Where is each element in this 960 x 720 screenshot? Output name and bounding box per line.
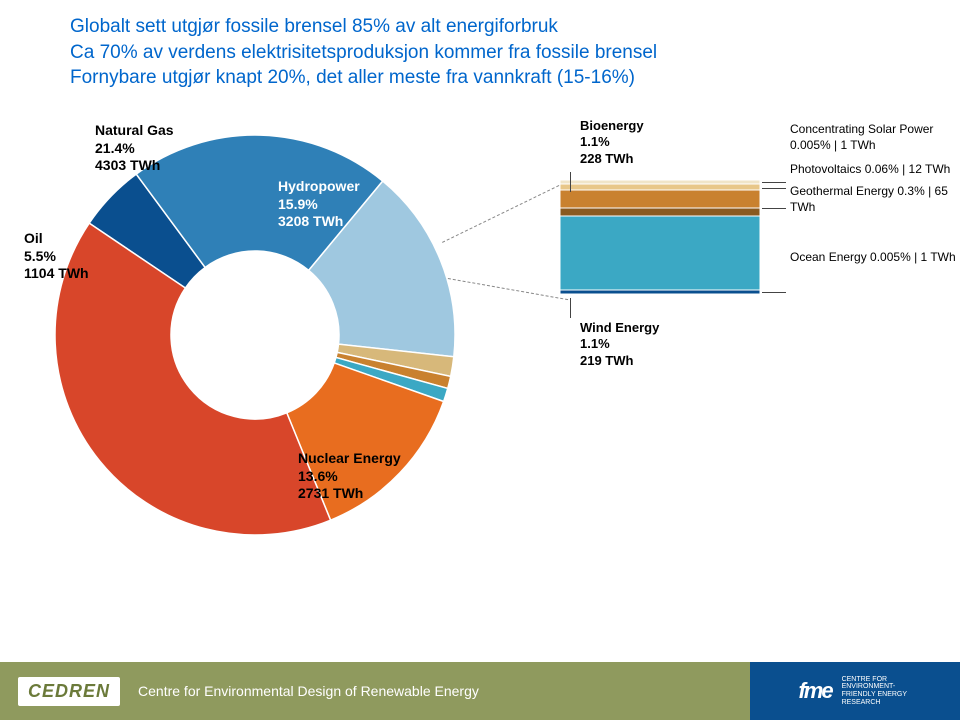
label-coal: Coal 41.1% 8273 TWh — [150, 520, 215, 573]
label-natural-gas: Natural Gas 21.4% 4303 TWh — [95, 122, 174, 175]
header-line-3: Fornybare utgjør knapt 20%, det aller me… — [70, 65, 910, 91]
detail-layer-csp — [560, 180, 760, 184]
leader-ocean — [762, 292, 786, 293]
footer-right: fme CENTRE FOR ENVIRONMENT-FRIENDLY ENER… — [750, 662, 960, 720]
cedren-logo: CEDREN — [18, 677, 120, 706]
header-block: Globalt sett utgjør fossile brensel 85% … — [0, 0, 960, 91]
footer-tagline: Centre for Environmental Design of Renew… — [138, 683, 479, 699]
chart-area: Natural Gas 21.4% 4303 TWh Oil 5.5% 1104… — [0, 100, 960, 640]
label-ocean: Ocean Energy 0.005% | 1 TWh — [790, 250, 956, 266]
leader-geo — [762, 208, 786, 209]
header-line-2: Ca 70% av verdens elektrisitetsproduksjo… — [70, 40, 910, 66]
detail-layer-ocean — [560, 290, 760, 294]
label-pv: Photovoltaics 0.06% | 12 TWh — [790, 162, 950, 178]
detail-layer-pv — [560, 184, 760, 190]
detail-stack — [560, 180, 760, 320]
leader-pv — [762, 188, 786, 189]
label-bioenergy: Bioenergy 1.1% 228 TWh — [580, 118, 644, 167]
donut-chart — [40, 110, 470, 540]
fme-glyph: fme — [798, 678, 831, 704]
detail-layer-geo — [560, 208, 760, 216]
detail-layer-wind2 — [560, 216, 760, 290]
label-wind: Wind Energy 1.1% 219 TWh — [580, 320, 659, 369]
header-line-1: Globalt sett utgjør fossile brensel 85% … — [70, 14, 910, 40]
leader-bio — [570, 172, 571, 192]
detail-layer-bio2 — [560, 190, 760, 208]
fme-logo: fme — [798, 678, 831, 704]
label-hydropower: Hydropower 15.9% 3208 TWh — [278, 178, 360, 231]
fme-sub: CENTRE FOR ENVIRONMENT-FRIENDLY ENERGY R… — [842, 676, 912, 707]
label-oil: Oil 5.5% 1104 TWh — [24, 230, 89, 283]
label-csp: Concentrating Solar Power 0.005% | 1 TWh — [790, 122, 960, 153]
leader-wind — [570, 298, 571, 318]
footer: CEDREN Centre for Environmental Design o… — [0, 662, 960, 720]
leader-csp — [762, 182, 786, 183]
footer-left: CEDREN Centre for Environmental Design o… — [0, 662, 750, 720]
label-nuclear: Nuclear Energy 13.6% 2731 TWh — [298, 450, 401, 503]
label-geo: Geothermal Energy 0.3% | 65 TWh — [790, 184, 960, 215]
